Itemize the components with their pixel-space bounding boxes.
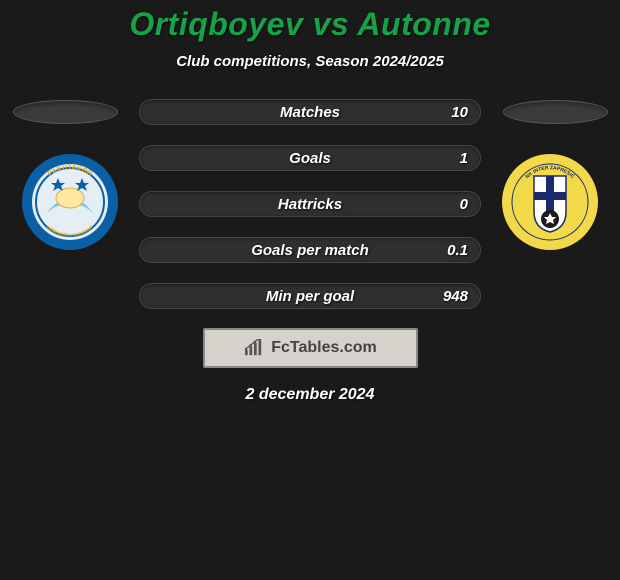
brand-text: FcTables.com [271,339,377,357]
left-platform [13,100,118,124]
stats-list: Matches 10 Goals 1 Hattricks 0 Goals per… [140,100,480,308]
stat-right-value: 0 [460,196,468,213]
comparison-row: PAKHTAKOR UZBEKISTON TASHKENT Matches 10 [0,100,620,308]
stat-label: Matches [140,104,480,121]
right-column: NK INTER ZAPREŠIĆ [490,100,610,252]
inter-zapresic-badge-icon: NK INTER ZAPREŠIĆ [500,152,600,252]
stat-label: Goals per match [140,242,480,259]
stat-label: Goals [140,150,480,167]
stat-row: Goals 1 [140,146,480,170]
main-content: Ortiqboyev vs Autonne Club competitions,… [0,0,620,580]
stat-row: Hattricks 0 [140,192,480,216]
stat-row: Min per goal 948 [140,284,480,308]
brand-box: FcTables.com [203,328,418,368]
date-text: 2 december 2024 [246,386,375,404]
stat-right-value: 10 [451,104,468,121]
stat-right-value: 948 [443,288,468,305]
left-column: PAKHTAKOR UZBEKISTON TASHKENT [10,100,130,252]
stat-label: Min per goal [140,288,480,305]
subtitle: Club competitions, Season 2024/2025 [176,53,444,70]
right-platform [503,100,608,124]
left-club-badge: PAKHTAKOR UZBEKISTON TASHKENT [20,152,120,252]
right-club-badge: NK INTER ZAPREŠIĆ [500,152,600,252]
stat-row: Goals per match 0.1 [140,238,480,262]
bar-chart-icon [243,339,265,357]
stat-right-value: 1 [460,150,468,167]
page-title: Ortiqboyev vs Autonne [129,6,490,43]
stat-label: Hattricks [140,196,480,213]
stat-row: Matches 10 [140,100,480,124]
pakhtakor-badge-icon: PAKHTAKOR UZBEKISTON TASHKENT [20,152,120,252]
stat-right-value: 0.1 [447,242,468,259]
